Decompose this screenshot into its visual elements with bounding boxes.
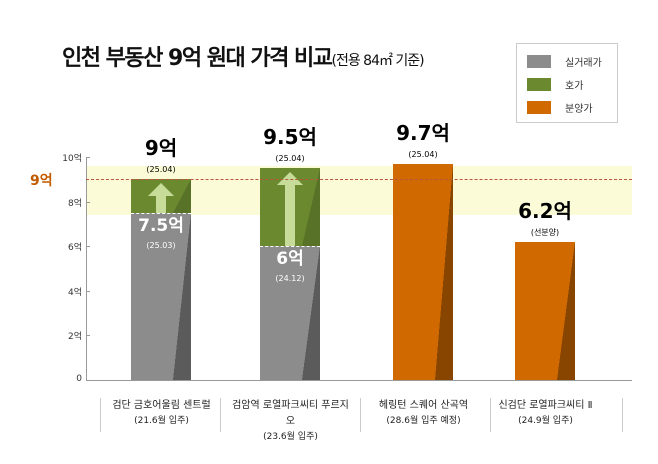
arrow-shaft bbox=[285, 185, 295, 247]
date-label: (25.04) bbox=[275, 154, 305, 164]
y-tick-label: 8억 bbox=[67, 198, 82, 209]
reference-line bbox=[86, 179, 632, 181]
y-tick bbox=[86, 246, 90, 248]
y-tick-label: 10억 bbox=[62, 154, 82, 164]
chart-title: 인천 부동산 9억 원대 가격 비교(전용 84㎡ 기준) bbox=[62, 40, 425, 72]
category-name: 헤링턴 스퀘어 산곡역 bbox=[378, 400, 469, 411]
category-separator bbox=[490, 398, 491, 432]
divider-line bbox=[131, 212, 191, 214]
y-tick-label: 0 bbox=[76, 374, 82, 384]
date-label: (선분양) bbox=[530, 227, 560, 237]
y-tick bbox=[86, 335, 90, 337]
arrow-up-icon bbox=[277, 172, 303, 186]
category-label: 검암역 로열파크씨티 푸르지오 (23.6월 입주) bbox=[228, 398, 353, 444]
y-tick-label: 2억 bbox=[67, 332, 82, 343]
top-label: 9억 (25.04) bbox=[101, 137, 221, 181]
date-label: (25.03) bbox=[146, 240, 176, 250]
category-separator bbox=[220, 398, 221, 432]
category-name: 검단 금호어울림 센트럴 bbox=[112, 400, 211, 411]
bar-shade bbox=[557, 241, 575, 380]
value-label: 9.5억 bbox=[263, 125, 317, 150]
bar-shade bbox=[173, 179, 191, 213]
legend-swatch bbox=[527, 55, 551, 68]
category-note: (24.9월 입주) bbox=[518, 416, 573, 426]
bar-real bbox=[131, 212, 191, 380]
category-note: (23.6월 입주) bbox=[263, 432, 318, 442]
y-tick bbox=[86, 290, 90, 292]
bar-presale bbox=[515, 241, 575, 380]
legend-item-real: 실거래가 bbox=[527, 54, 602, 69]
legend: 실거래가 호가 분양가 bbox=[516, 43, 618, 123]
inner-label: 7.5억 (25.03) bbox=[101, 216, 221, 256]
category-note: (28.6월 입주 예정) bbox=[386, 416, 461, 426]
legend-label: 호가 bbox=[565, 81, 584, 92]
value-label: 6.2억 bbox=[518, 198, 572, 223]
y-tick-label: 6억 bbox=[67, 243, 82, 254]
bar-real bbox=[260, 246, 320, 380]
top-label: 9.5억 (25.04) bbox=[230, 126, 350, 170]
top-label: 9.7억 (25.04) bbox=[363, 122, 483, 166]
bar-presale bbox=[393, 163, 453, 380]
y-tick-label: 4억 bbox=[67, 287, 82, 298]
legend-label: 분양가 bbox=[565, 104, 593, 115]
x-axis bbox=[86, 380, 632, 381]
category-separator bbox=[100, 398, 101, 432]
top-label: 6.2억 (선분양) bbox=[485, 200, 605, 244]
date-label: (25.04) bbox=[408, 149, 438, 159]
category-name: 신검단 로열파크씨티 Ⅱ bbox=[498, 400, 593, 411]
value-label: 9억 bbox=[144, 136, 178, 161]
category-note: (21.6월 입주) bbox=[134, 416, 189, 426]
reference-label: 9억 bbox=[30, 173, 53, 190]
arrow-shaft bbox=[156, 196, 166, 213]
category-label: 검단 금호어울림 센트럴 (21.6월 입주) bbox=[99, 398, 224, 428]
category-name: 검암역 로열파크씨티 푸르지오 bbox=[232, 400, 349, 427]
inner-label: 6억 (24.12) bbox=[230, 249, 350, 289]
date-label: (24.12) bbox=[275, 274, 305, 284]
legend-swatch bbox=[527, 101, 551, 114]
bar-shade bbox=[173, 212, 191, 380]
date-label: (25.04) bbox=[146, 165, 176, 175]
value-label: 7.5억 bbox=[138, 215, 184, 236]
value-label: 9.7억 bbox=[396, 120, 450, 145]
divider-line bbox=[260, 246, 320, 248]
bar-shade bbox=[302, 168, 320, 247]
legend-swatch bbox=[527, 78, 551, 91]
arrow-up-icon bbox=[148, 183, 174, 197]
y-axis bbox=[86, 157, 87, 381]
category-separator bbox=[622, 398, 623, 432]
y-tick bbox=[86, 380, 90, 381]
legend-item-presale: 분양가 bbox=[527, 100, 593, 115]
y-tick bbox=[86, 157, 90, 158]
legend-label: 실거래가 bbox=[565, 58, 602, 69]
bar-shade bbox=[302, 246, 320, 380]
category-label: 신검단 로열파크씨티 Ⅱ (24.9월 입주) bbox=[483, 398, 608, 428]
category-separator bbox=[360, 398, 361, 432]
category-label: 헤링턴 스퀘어 산곡역 (28.6월 입주 예정) bbox=[361, 398, 486, 428]
y-tick bbox=[86, 201, 90, 203]
value-label: 6억 bbox=[276, 249, 304, 270]
bar-shade bbox=[435, 163, 453, 380]
legend-item-asking: 호가 bbox=[527, 77, 583, 92]
title-text: 인천 부동산 9억 원대 가격 비교 bbox=[62, 46, 333, 71]
subtitle-text: (전용 84㎡ 기준) bbox=[331, 53, 424, 69]
